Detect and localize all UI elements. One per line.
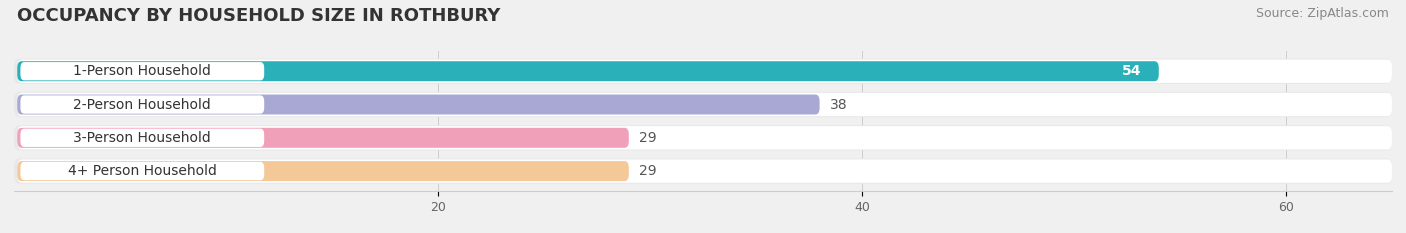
FancyBboxPatch shape	[14, 58, 1392, 84]
FancyBboxPatch shape	[17, 93, 1392, 116]
FancyBboxPatch shape	[17, 159, 1392, 183]
FancyBboxPatch shape	[17, 61, 1159, 81]
FancyBboxPatch shape	[14, 158, 1392, 184]
FancyBboxPatch shape	[17, 60, 1392, 83]
FancyBboxPatch shape	[21, 162, 264, 180]
FancyBboxPatch shape	[17, 161, 628, 181]
Text: 29: 29	[640, 164, 657, 178]
FancyBboxPatch shape	[17, 128, 628, 148]
Text: 4+ Person Household: 4+ Person Household	[67, 164, 217, 178]
Text: Source: ZipAtlas.com: Source: ZipAtlas.com	[1256, 7, 1389, 20]
FancyBboxPatch shape	[17, 95, 820, 114]
FancyBboxPatch shape	[21, 95, 264, 114]
FancyBboxPatch shape	[21, 62, 264, 80]
FancyBboxPatch shape	[14, 125, 1392, 151]
FancyBboxPatch shape	[14, 92, 1392, 117]
FancyBboxPatch shape	[21, 129, 264, 147]
Text: 38: 38	[830, 98, 848, 112]
Text: 1-Person Household: 1-Person Household	[73, 64, 211, 78]
Text: 54: 54	[1122, 64, 1142, 78]
Text: 3-Person Household: 3-Person Household	[73, 131, 211, 145]
FancyBboxPatch shape	[17, 126, 1392, 149]
Text: 29: 29	[640, 131, 657, 145]
Text: OCCUPANCY BY HOUSEHOLD SIZE IN ROTHBURY: OCCUPANCY BY HOUSEHOLD SIZE IN ROTHBURY	[17, 7, 501, 25]
Text: 2-Person Household: 2-Person Household	[73, 98, 211, 112]
